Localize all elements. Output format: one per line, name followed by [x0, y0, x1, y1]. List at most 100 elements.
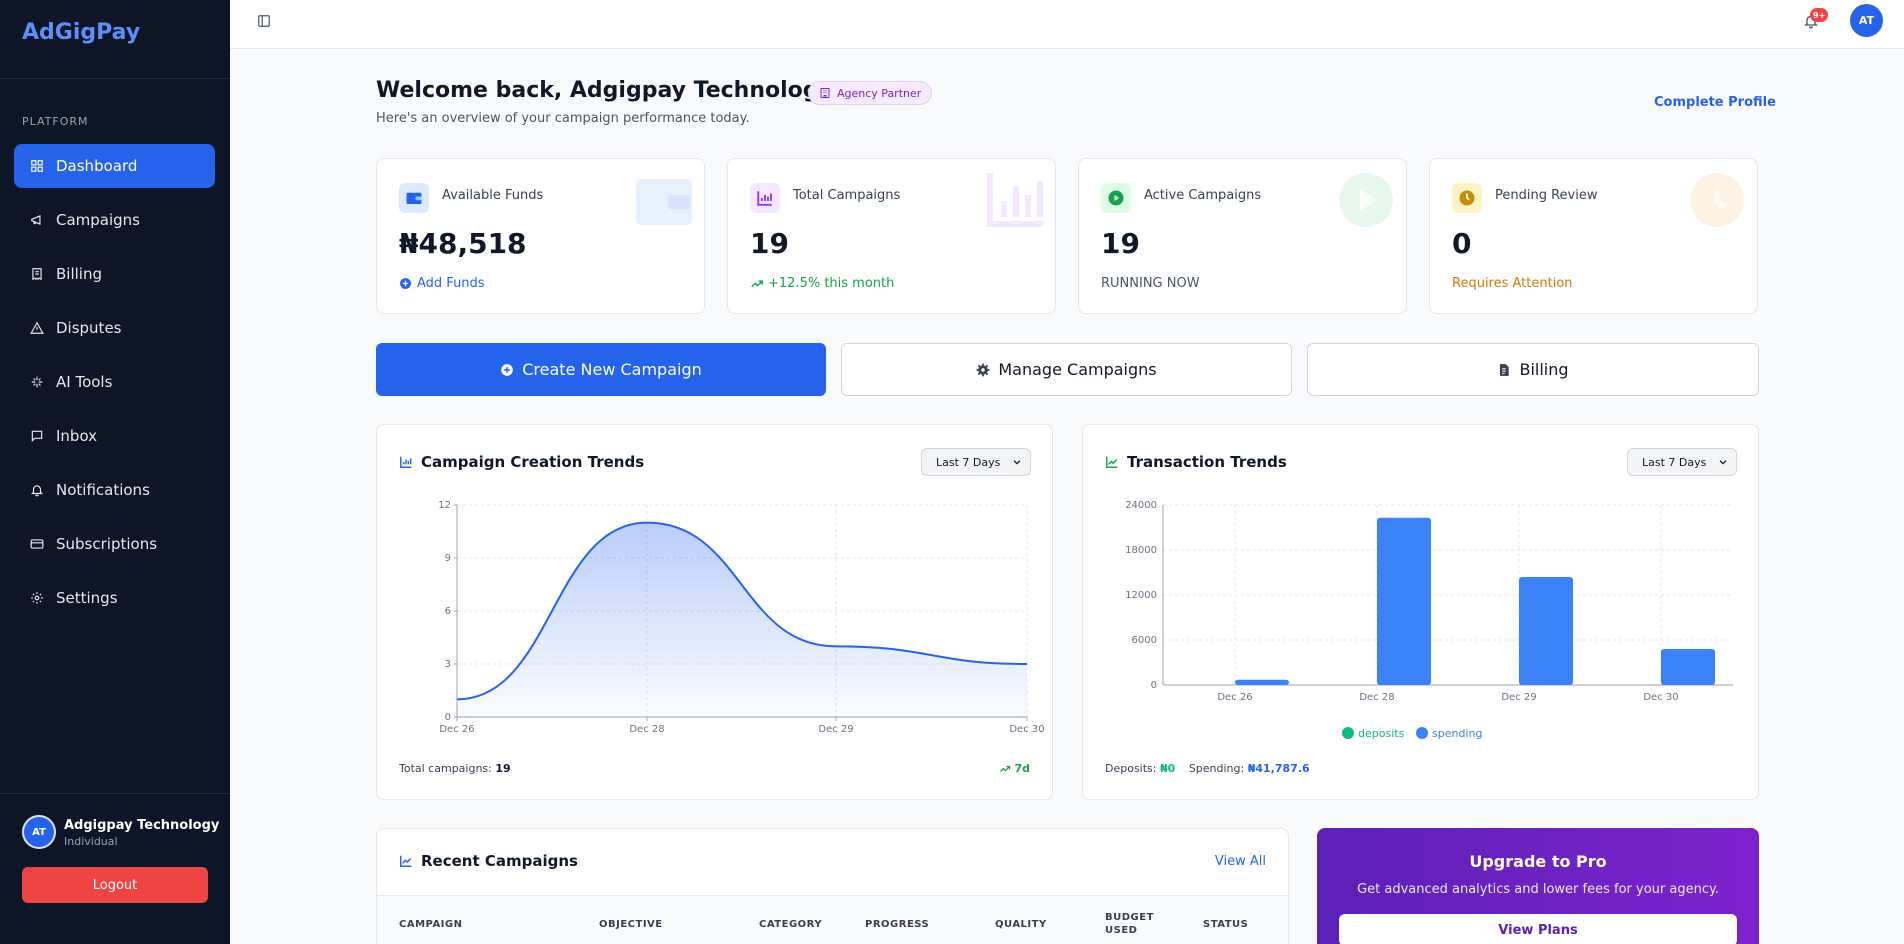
user-name: Adgigpay Technology	[64, 818, 220, 833]
billing-button[interactable]: Billing	[1307, 343, 1759, 396]
spending-bar	[1661, 649, 1715, 685]
sidebar-item-label: Dashboard	[56, 157, 138, 175]
chart-footer: Total campaigns: 19	[399, 762, 511, 775]
trending-up-icon	[1000, 765, 1011, 772]
legend-label: deposits	[1358, 727, 1405, 740]
sidebar-item-settings[interactable]: Settings	[14, 576, 215, 620]
wallet-icon	[636, 179, 692, 225]
sidebar-item-disputes[interactable]: Disputes	[14, 306, 215, 350]
billing-label: Billing	[1519, 360, 1569, 379]
manage-campaigns-button[interactable]: Manage Campaigns	[841, 343, 1292, 396]
trend-indicator: +12.5% this month	[750, 276, 894, 291]
gear-icon	[976, 363, 990, 376]
brand-logo[interactable]: AdGigPay	[22, 20, 141, 45]
y-tick-label: 6000	[1132, 635, 1157, 646]
sidebar-item-label: Campaigns	[56, 211, 141, 229]
footer-label: Total campaigns:	[399, 762, 492, 775]
column-header[interactable]: QUALITY	[995, 919, 1047, 930]
y-tick-label: 9	[445, 553, 451, 564]
range-select[interactable]: Last 7 Days	[921, 448, 1031, 476]
sidebar-item-notifications[interactable]: Notifications	[14, 468, 215, 512]
sidebar-item-label: Settings	[56, 589, 118, 607]
chevron-down-icon	[1013, 460, 1021, 465]
y-tick-label: 24000	[1125, 500, 1157, 511]
chart-title: Campaign Creation Trends	[399, 453, 644, 471]
status-text: Requires Attention	[1452, 276, 1573, 291]
divider	[0, 793, 230, 794]
logout-button[interactable]: Logout	[22, 867, 208, 903]
sidebar-item-label: AI Tools	[56, 373, 113, 391]
sidebar-item-label: Inbox	[56, 427, 98, 445]
receipt-icon	[32, 268, 42, 281]
stat-card-total-campaigns: Total Campaigns 19 +12.5% this month	[727, 158, 1056, 314]
sidebar-nav: Dashboard Campaigns Billing Disputes AI …	[14, 144, 215, 630]
stat-label: Active Campaigns	[1144, 188, 1262, 203]
series-line	[456, 521, 1028, 701]
column-header[interactable]: STATUS	[1203, 919, 1249, 930]
x-tick-label: Dec 26	[439, 724, 474, 735]
y-tick-label: 12	[438, 500, 451, 511]
spending-bar	[1519, 577, 1573, 685]
section-title-label: Recent Campaigns	[421, 852, 578, 870]
footer-value: 19	[495, 762, 511, 775]
add-funds-link[interactable]: Add Funds	[399, 276, 485, 291]
bar-chart: 0 6000 12000 18000 24000 Dec 26 Dec 28 Dec 29 De…	[1125, 500, 1733, 740]
column-header[interactable]: OBJECTIVE	[599, 919, 663, 930]
credit-card-icon	[30, 539, 44, 549]
bar-chart-icon	[750, 183, 780, 213]
column-header[interactable]: PROGRESS	[865, 919, 930, 930]
area-chart: 0 3 6 9 12 Dec 26 Dec 28 Dec 29 Dec 30	[438, 500, 1044, 735]
deposits-value: ₦0	[1160, 762, 1176, 775]
chart-title-label: Campaign Creation Trends	[421, 453, 645, 471]
upgrade-subtitle: Get advanced analytics and lower fees fo…	[1357, 882, 1719, 897]
sidebar-item-billing[interactable]: Billing	[14, 252, 215, 296]
bell-icon	[30, 485, 44, 497]
range-select[interactable]: Last 7 Days	[1627, 448, 1737, 476]
avatar: AT	[22, 815, 56, 849]
add-funds-label: Add Funds	[417, 276, 485, 291]
trending-up-icon	[751, 279, 763, 287]
x-tick-label: Dec 30	[1009, 724, 1044, 735]
chart-footer: Deposits: ₦0 Spending: ₦41,787.6	[1105, 762, 1310, 775]
sidebar-item-label: Disputes	[56, 319, 122, 337]
divider	[0, 78, 230, 79]
sidebar-item-subscriptions[interactable]: Subscriptions	[14, 522, 215, 566]
notification-badge: 9+	[1810, 8, 1829, 22]
column-header[interactable]: CAMPAIGN	[399, 919, 463, 930]
sidebar-item-dashboard[interactable]: Dashboard	[14, 144, 215, 188]
campaign-trends-card: Campaign Creation Trends Last 7 Days 0 3 6…	[376, 424, 1053, 800]
topbar: 9+ AT	[230, 0, 1904, 49]
stat-value: 0	[1452, 227, 1472, 260]
spending-bar	[1377, 517, 1431, 685]
y-tick-label: 18000	[1125, 545, 1157, 556]
sidebar-item-campaigns[interactable]: Campaigns	[14, 198, 215, 242]
clock-icon	[1452, 183, 1482, 213]
recent-campaigns-card: Recent Campaigns View All CAMPAIGN OBJEC…	[376, 828, 1289, 944]
stat-label: Available Funds	[442, 188, 544, 203]
stat-value: 19	[750, 227, 789, 260]
x-tick-label: Dec 28	[1359, 692, 1394, 703]
sidebar-item-inbox[interactable]: Inbox	[14, 414, 215, 458]
complete-profile-link[interactable]: Complete Profile	[1654, 95, 1776, 110]
y-tick-label: 0	[445, 712, 451, 723]
x-tick-label: Dec 29	[1501, 692, 1536, 703]
y-tick-label: 12000	[1125, 590, 1157, 601]
x-tick-label: Dec 26	[1217, 692, 1252, 703]
period-label: 7d	[1014, 762, 1030, 775]
avatar[interactable]: AT	[1850, 4, 1883, 37]
trend-label: +12.5% this month	[768, 276, 895, 291]
status-text: RUNNING NOW	[1101, 276, 1200, 291]
spending-bar	[1235, 679, 1289, 685]
stat-card-available-funds: Available Funds ₦48,518 Add Funds	[376, 158, 705, 314]
sidebar-toggle-icon[interactable]	[257, 14, 271, 28]
view-plans-button[interactable]: View Plans	[1339, 914, 1737, 944]
create-campaign-button[interactable]: Create New Campaign	[376, 343, 826, 396]
view-all-link[interactable]: View All	[1214, 854, 1266, 869]
column-header[interactable]: BUDGET USED	[1105, 912, 1154, 936]
column-header[interactable]: CATEGORY	[759, 919, 823, 930]
sidebar-item-ai-tools[interactable]: AI Tools	[14, 360, 215, 404]
building-icon	[820, 88, 830, 98]
status-badge: Agency Partner	[808, 81, 933, 105]
bar-chart-icon	[400, 456, 412, 468]
stat-value: ₦48,518	[399, 227, 527, 260]
